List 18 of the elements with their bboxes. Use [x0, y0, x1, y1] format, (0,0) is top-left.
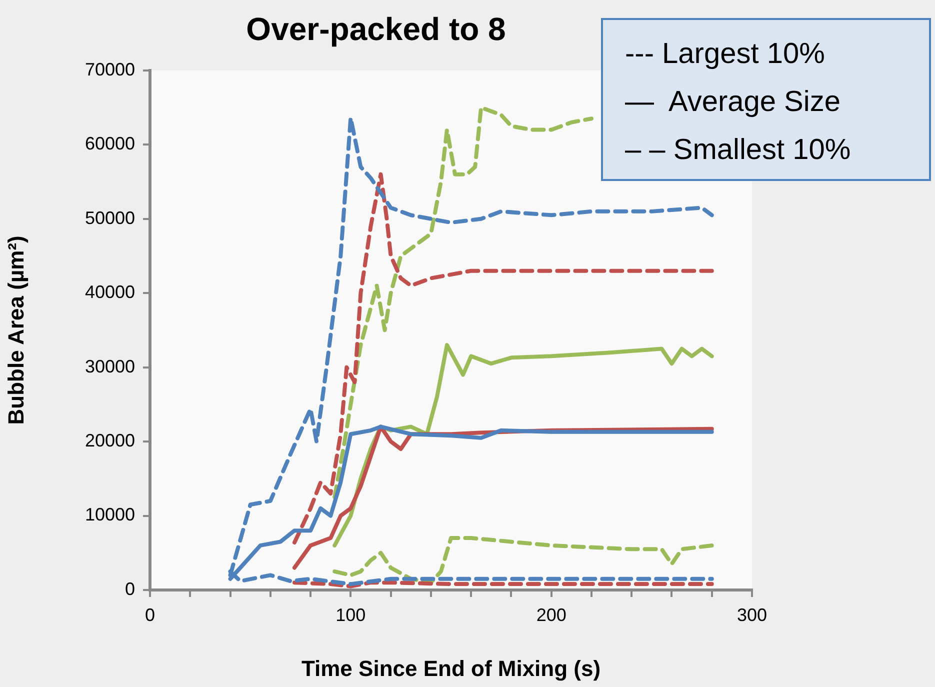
y-tick-label: 40000	[84, 282, 135, 302]
y-tick-label: 0	[124, 578, 135, 599]
y-tick-label: 50000	[84, 208, 135, 228]
y-tick-label: 70000	[84, 59, 135, 80]
y-tick-label: 30000	[84, 356, 135, 376]
x-tick-label: 300	[736, 604, 768, 625]
chart-title: Over-packed to 8	[246, 11, 506, 48]
x-tick-label: 0	[144, 604, 156, 625]
x-axis-title: Time Since End of Mixing (s)	[301, 656, 601, 681]
y-tick-label: 20000	[84, 430, 135, 451]
annotation: – – Smallest 10%	[625, 133, 852, 168]
legend-box: --- Largest 10% — Average Size – – Smallest 10%	[601, 18, 931, 181]
x-tick-label: 100	[336, 604, 366, 625]
y-tick-label: 10000	[84, 504, 135, 525]
annotation: — Average Size	[625, 85, 842, 120]
y-axis-title: Bubble Area (µm²)	[3, 236, 28, 425]
y-tick-label: 60000	[84, 134, 135, 154]
x-tick-label: 200	[536, 604, 566, 625]
